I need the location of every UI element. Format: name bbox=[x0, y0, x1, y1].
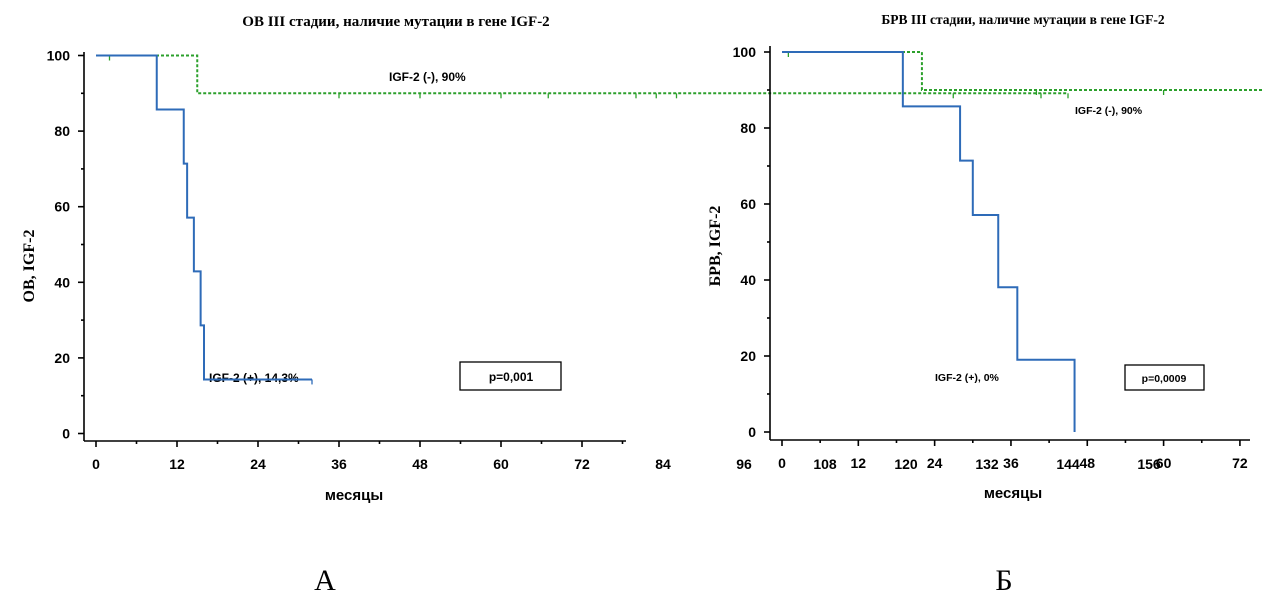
chart-a-x-tick-label: 120 bbox=[894, 456, 918, 472]
chart-b-series-line-igf2-negative bbox=[782, 51, 1263, 91]
chart-a-x-tick-label: 156 bbox=[1137, 456, 1161, 472]
chart-a-x-tick-label: 144 bbox=[1056, 456, 1080, 472]
chart-b-y-tick-label: 0 bbox=[748, 424, 756, 440]
chart-b-x-tick-label: 12 bbox=[851, 455, 867, 471]
chart-b-pvalue: p=0,0009 bbox=[1142, 373, 1187, 385]
chart-b-y-tick-label: 60 bbox=[740, 196, 756, 212]
chart-a-title: ОВ III стадии, наличие мутации в гене IG… bbox=[242, 14, 549, 30]
chart-b-y-tick-label: 40 bbox=[740, 272, 756, 288]
chart-b-series-line-igf2-positive bbox=[782, 51, 1076, 432]
chart-b-y-tick-label: 100 bbox=[733, 44, 757, 60]
chart-b-panel-letter: Б bbox=[995, 564, 1012, 595]
chart-a-panel-letter: А bbox=[314, 564, 336, 595]
chart-a-x-axis-label: месяцы bbox=[325, 487, 383, 504]
chart-a-x-tick-label: 36 bbox=[331, 456, 347, 472]
chart-a-x-tick-label: 60 bbox=[493, 456, 509, 472]
chart-b-label-igf2-positive: IGF-2 (+), 0% bbox=[935, 372, 1000, 384]
chart-b-x-tick-label: 72 bbox=[1232, 455, 1248, 471]
chart-a-y-tick-label: 40 bbox=[54, 274, 70, 290]
chart-a-x-tick-label: 96 bbox=[736, 456, 752, 472]
chart-a-x-tick-label: 24 bbox=[250, 456, 266, 472]
chart-b-x-tick-label: 48 bbox=[1079, 455, 1095, 471]
chart-a-x-tick-label: 132 bbox=[975, 456, 999, 472]
chart-b-x-tick-label: 0 bbox=[778, 455, 786, 471]
chart-a-x-tick-label: 12 bbox=[169, 456, 185, 472]
chart-a-y-tick-label: 100 bbox=[47, 48, 71, 64]
chart-b-x-tick-label: 60 bbox=[1156, 455, 1172, 471]
chart-a-label-igf2-positive: IGF-2 (+), 14,3% bbox=[209, 371, 299, 385]
chart-b-y-axis-label: БРВ, IGF-2 bbox=[707, 206, 724, 287]
chart-b-x-tick-label: 24 bbox=[927, 455, 943, 471]
chart-b-y-tick-label: 20 bbox=[740, 348, 756, 364]
chart-b-y-tick-label: 80 bbox=[740, 120, 756, 136]
chart-a-y-tick-label: 60 bbox=[54, 199, 70, 215]
chart-b-title: БРВ III стадии, наличие мутации в гене I… bbox=[881, 12, 1165, 27]
chart-a-x-tick-label: 48 bbox=[412, 456, 428, 472]
chart-a-y-tick-label: 0 bbox=[62, 426, 70, 442]
chart-a: ОВ III стадии, наличие мутации в гене IG… bbox=[21, 14, 1161, 595]
chart-a-x-tick-label: 0 bbox=[92, 456, 100, 472]
chart-a-label-igf2-negative: IGF-2 (-), 90% bbox=[389, 70, 466, 84]
chart-b-pvalue-box bbox=[1124, 364, 1205, 391]
chart-a-series-line-igf2-positive bbox=[96, 54, 312, 381]
chart-b-x-axis-label: месяцы bbox=[984, 485, 1042, 502]
chart-b: БРВ III стадии, наличие мутации в гене I… bbox=[707, 12, 1263, 595]
chart-a-y-tick-label: 20 bbox=[54, 350, 70, 366]
chart-a-pvalue: p=0,001 bbox=[489, 370, 534, 384]
chart-a-y-axis-label: ОВ, IGF-2 bbox=[21, 230, 38, 303]
chart-a-pvalue-box bbox=[459, 361, 562, 391]
chart-b-x-tick-label: 36 bbox=[1003, 455, 1019, 471]
chart-a-y-tick-label: 80 bbox=[54, 123, 70, 139]
chart-b-label-igf2-negative: IGF-2 (-), 90% bbox=[1075, 105, 1143, 117]
chart-a-x-tick-label: 108 bbox=[813, 456, 837, 472]
chart-a-x-tick-label: 72 bbox=[574, 456, 590, 472]
chart-a-x-tick-label: 84 bbox=[655, 456, 671, 472]
